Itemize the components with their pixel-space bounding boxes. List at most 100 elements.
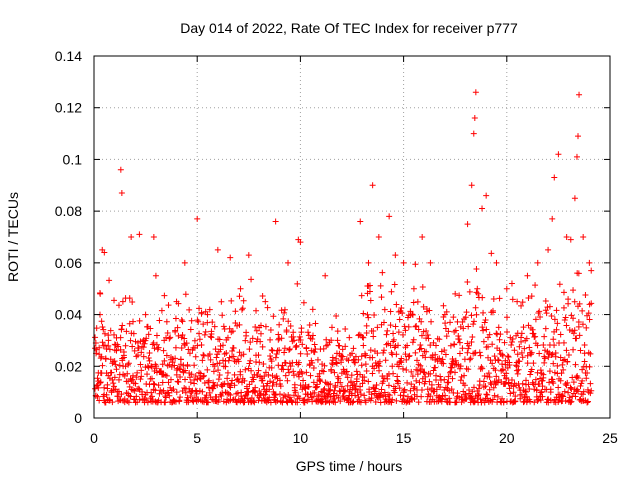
data-point-band — [126, 320, 133, 327]
data-point-band — [331, 395, 338, 402]
data-point-band — [199, 357, 206, 364]
data-point-band — [465, 366, 472, 373]
data-point-band — [412, 349, 419, 356]
data-point-band — [113, 366, 120, 373]
data-point-band — [427, 393, 434, 400]
data-point-band — [407, 387, 414, 394]
data-point-band — [217, 346, 224, 353]
data-point-band — [299, 341, 306, 348]
data-point-band — [335, 394, 342, 401]
data-point-band — [188, 371, 195, 378]
data-point-band — [177, 356, 184, 363]
data-point-band — [372, 385, 379, 392]
data-point-band — [225, 357, 232, 364]
data-point-band — [360, 342, 367, 349]
data-point-band — [336, 387, 343, 394]
data-point-band — [442, 320, 449, 327]
data-point-band — [337, 398, 344, 405]
data-point-band — [138, 373, 145, 380]
data-point-band — [177, 366, 184, 373]
data-point-band — [458, 393, 465, 400]
data-point-band — [239, 305, 246, 312]
data-point-band — [556, 281, 563, 288]
data-point-band — [376, 393, 383, 400]
data-point-band — [579, 391, 586, 398]
data-point-band — [173, 389, 180, 396]
data-point-band — [273, 350, 280, 357]
data-point-band — [236, 349, 243, 356]
data-point-band — [586, 316, 593, 323]
data-point-band — [542, 297, 549, 304]
data-point-band — [379, 269, 386, 276]
grid-lines — [94, 56, 610, 418]
data-point-band — [314, 356, 321, 363]
data-point-band — [309, 359, 316, 366]
data-point-band — [510, 389, 517, 396]
data-point-band — [338, 383, 345, 390]
data-point-band — [117, 346, 124, 353]
data-point — [549, 215, 556, 222]
data-point-band — [551, 316, 558, 323]
data-point-band — [532, 282, 539, 289]
data-point-band — [537, 367, 544, 374]
data-point-band — [405, 323, 412, 330]
data-point-band — [243, 332, 250, 339]
data-point-band — [479, 294, 486, 301]
data-point-band — [146, 349, 153, 356]
data-point-band — [309, 336, 316, 343]
data-point-band — [508, 342, 515, 349]
data-point-band — [343, 368, 350, 375]
data-point — [575, 133, 582, 140]
data-point-band — [389, 396, 396, 403]
data-point-band — [522, 377, 529, 384]
data-point — [386, 213, 393, 220]
data-point-band — [481, 319, 488, 326]
data-point-band — [237, 371, 244, 378]
data-point-band — [482, 383, 489, 390]
y-tick-label: 0 — [74, 410, 82, 426]
data-point-band — [276, 391, 283, 398]
data-point — [493, 259, 500, 266]
data-point — [400, 259, 407, 266]
data-point-band — [473, 311, 480, 318]
data-point-band — [452, 327, 459, 334]
data-point-band — [572, 361, 579, 368]
axis-ticks — [93, 55, 611, 419]
data-point-band — [447, 319, 454, 326]
data-point-band — [525, 295, 532, 302]
data-point-band — [404, 379, 411, 386]
data-point-band — [320, 386, 327, 393]
data-point-band — [584, 370, 591, 377]
data-point-band — [210, 368, 217, 375]
data-point-band — [230, 344, 237, 351]
data-point-band — [427, 342, 434, 349]
data-point-band — [182, 291, 189, 298]
data-point-band — [579, 377, 586, 384]
data-point-band — [539, 377, 546, 384]
data-point-band — [317, 378, 324, 385]
data-point-band — [466, 356, 473, 363]
data-point-band — [547, 386, 554, 393]
data-point-band — [488, 250, 495, 257]
data-point-band — [310, 379, 317, 386]
data-point-band — [105, 342, 112, 349]
data-point-band — [313, 384, 320, 391]
data-point-band — [352, 385, 359, 392]
data-point-band — [101, 342, 108, 349]
data-point-band — [241, 377, 248, 384]
data-point-band — [411, 383, 418, 390]
data-point-band — [93, 325, 100, 332]
data-point-band — [137, 361, 144, 368]
data-point-band — [166, 335, 173, 342]
data-point-band — [572, 393, 579, 400]
data-point-band — [504, 353, 511, 360]
data-point-band — [419, 283, 426, 290]
data-point-band — [542, 325, 549, 332]
data-point-band — [432, 351, 439, 358]
data-point-band — [423, 348, 430, 355]
data-point-band — [546, 379, 553, 386]
data-point-band — [487, 379, 494, 386]
data-point-band — [465, 345, 472, 352]
data-point-band — [333, 355, 340, 362]
data-point-band — [509, 335, 516, 342]
